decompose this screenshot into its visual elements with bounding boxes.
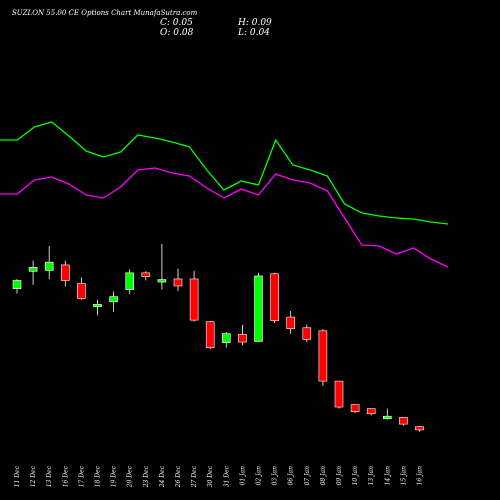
close-value: C: 0.05 — [160, 18, 193, 28]
candle-body — [286, 316, 296, 329]
candle-body — [302, 327, 312, 340]
candle-body — [125, 272, 134, 290]
candle-body — [157, 279, 167, 283]
x-tick-label: 17 Dec — [78, 465, 85, 487]
candle-body — [189, 278, 199, 321]
candle-body — [77, 283, 86, 299]
x-tick-labels: 11 Dec 12 Dec 13 Dec 16 Dec 17 Dec 18 Dec 19 D… — [14, 465, 424, 488]
x-tick-label: 08 Jan — [320, 466, 327, 486]
candle-body — [399, 417, 408, 425]
candle-body — [334, 380, 344, 408]
x-tick-label: 26 Dec — [175, 465, 182, 488]
x-tick-label: 23 Dec — [143, 465, 150, 488]
x-tick-label: 31 Dec — [223, 465, 230, 487]
candle-body — [254, 275, 263, 342]
candle-body — [173, 278, 183, 287]
x-tick-label: 27 Dec — [191, 465, 198, 488]
candle-body — [222, 333, 231, 343]
x-tick-label: 03 Jan — [272, 466, 279, 486]
candles — [12, 243, 424, 432]
candle-body — [109, 296, 118, 303]
x-tick-label: 01 Jan — [239, 466, 246, 486]
candle-body — [382, 415, 392, 420]
x-tick-label: 24 Dec — [159, 465, 166, 488]
candle-body — [12, 280, 22, 290]
low-value: L: 0.04 — [238, 28, 270, 38]
candle-body — [238, 334, 247, 343]
open-value: O: 0.08 — [160, 28, 194, 38]
x-tick-label: 02 Jan — [256, 466, 263, 486]
x-tick-label: 13 Dec — [46, 465, 53, 487]
x-tick-label: 18 Dec — [95, 465, 102, 487]
x-tick-label: 30 Dec — [207, 465, 214, 487]
candle-body — [141, 272, 151, 277]
high-value: H: 0.09 — [238, 18, 272, 28]
x-tick-label: 12 Dec — [30, 465, 37, 487]
x-tick-label: 06 Jan — [288, 466, 295, 486]
candle-body — [60, 264, 70, 281]
candle-body — [366, 408, 376, 415]
x-tick-label: 11 Dec — [14, 465, 21, 487]
chart-title: SUZLON 55.00 CE Options Chart MunafaSutr… — [12, 9, 198, 17]
indicator-line-2 — [0, 167, 449, 268]
x-tick-label: 16 Dec — [62, 465, 69, 487]
x-tick-label: 20 Dec — [127, 465, 134, 488]
candle-body — [415, 426, 424, 431]
candle-body — [44, 261, 54, 271]
indicator-line-1 — [0, 121, 449, 225]
candle-body — [93, 303, 102, 308]
x-tick-label: 10 Jan — [352, 466, 359, 486]
candle-body — [270, 273, 279, 322]
candle-body — [350, 404, 360, 412]
x-tick-label: 07 Jan — [304, 466, 311, 486]
x-tick-label: 09 Jan — [336, 466, 343, 486]
x-tick-label: 16 Jan — [417, 466, 424, 486]
x-tick-label: 13 Jan — [368, 466, 375, 486]
candle-body — [28, 267, 38, 272]
indicator-lines — [0, 121, 449, 268]
x-tick-label: 15 Jan — [400, 466, 407, 486]
candle-body — [205, 321, 215, 348]
candle-body — [318, 330, 328, 382]
x-tick-label: 14 Jan — [384, 466, 391, 486]
x-tick-label: 19 Dec — [111, 465, 118, 487]
